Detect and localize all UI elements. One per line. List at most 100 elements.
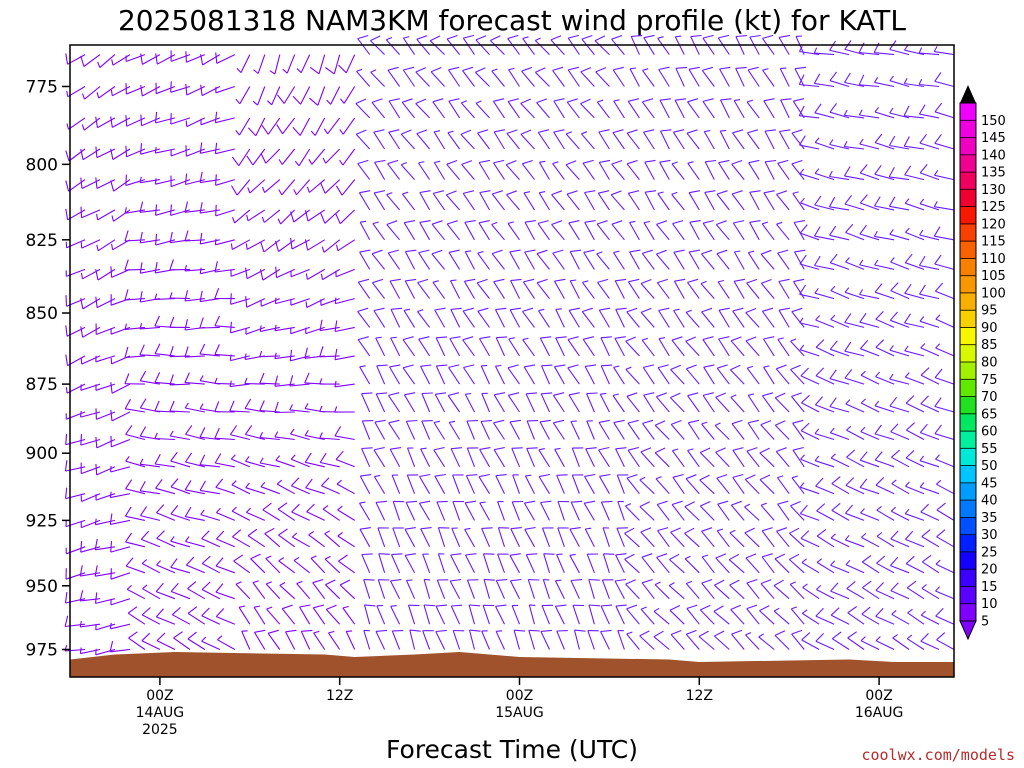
wind-barb	[169, 374, 190, 386]
wind-barb	[265, 581, 281, 600]
wind-barb	[568, 392, 580, 413]
wind-barb	[231, 209, 251, 224]
wind-barb	[845, 477, 865, 495]
colorbar-bottom-arrow	[959, 620, 977, 641]
wind-barb	[717, 500, 730, 521]
wind-barb	[816, 528, 835, 548]
wind-barb	[730, 500, 745, 521]
wind-barb	[299, 604, 311, 625]
y-tick-label: 825	[26, 231, 58, 251]
x-tick-label: 12Z	[326, 688, 353, 704]
chart-title: 2025081318 NAM3KM forecast wind profile …	[118, 4, 906, 37]
y-tick-label: 775	[26, 77, 58, 97]
wind-barb	[611, 220, 625, 241]
wind-barb	[904, 372, 925, 385]
wind-barb	[319, 452, 340, 468]
wind-barb	[373, 129, 386, 150]
wind-barb	[451, 527, 461, 548]
wind-barb	[584, 190, 596, 211]
wind-barb	[762, 34, 775, 55]
wind-barb	[643, 220, 655, 241]
wind-barb	[448, 66, 461, 87]
wind-barb	[481, 630, 491, 650]
wind-barb	[389, 278, 401, 299]
wind-barb	[657, 364, 670, 385]
wind-barb	[568, 220, 580, 241]
wind-barb	[903, 105, 925, 119]
wind-barb	[431, 249, 446, 270]
wind-barb	[815, 607, 835, 625]
wind-barb	[217, 635, 236, 650]
wind-barb	[520, 129, 535, 150]
wind-barb	[644, 190, 657, 211]
wind-barb	[419, 220, 431, 241]
wind-barb	[491, 190, 505, 211]
wind-barb	[80, 148, 101, 161]
wind-barb	[716, 249, 730, 270]
wind-barb	[582, 336, 595, 357]
wind-barb	[656, 278, 670, 299]
wind-barb	[551, 190, 565, 211]
wind-barb	[509, 578, 522, 599]
wind-barb	[581, 307, 595, 328]
wind-barb	[431, 220, 446, 241]
wind-barb	[124, 373, 145, 385]
colorbar-tick-label: 80	[981, 356, 998, 371]
wind-barb	[308, 148, 326, 165]
wind-barb	[511, 447, 523, 468]
wind-barb	[615, 447, 627, 468]
wind-barb	[536, 278, 550, 299]
wind-barb	[169, 259, 190, 271]
wind-barb	[689, 220, 701, 241]
wind-barb	[507, 98, 520, 119]
wind-barb	[729, 529, 745, 548]
wind-barb	[246, 209, 266, 222]
wind-barb	[290, 298, 310, 306]
wind-barb	[790, 364, 805, 385]
wind-barb	[477, 307, 490, 328]
wind-barb	[907, 608, 925, 625]
wind-barb	[935, 454, 955, 468]
wind-barb	[688, 66, 700, 87]
wind-barb	[732, 220, 745, 241]
wind-barb	[480, 419, 492, 440]
wind-barb	[184, 290, 205, 302]
wind-barb	[405, 579, 416, 599]
wind-barb	[184, 452, 205, 468]
wind-barb	[81, 117, 101, 131]
wind-barb	[716, 364, 730, 385]
wind-barb	[155, 82, 176, 95]
wind-barb	[799, 504, 820, 521]
wind-barb	[139, 458, 160, 468]
wind-barb	[215, 52, 236, 64]
wind-barb	[495, 336, 508, 357]
wind-barb	[65, 433, 86, 446]
wind-barb	[363, 604, 376, 625]
wind-barb	[655, 476, 670, 495]
wind-barb	[200, 509, 220, 521]
wind-barb	[402, 336, 416, 357]
wind-barb	[464, 220, 476, 241]
wind-barb	[65, 519, 86, 528]
wind-barb	[140, 506, 161, 521]
wind-barb	[525, 553, 538, 574]
wind-barb	[566, 98, 580, 119]
wind-barb	[357, 336, 371, 357]
colorbar-swatch	[960, 206, 976, 225]
wind-barb	[794, 249, 806, 270]
wind-barb	[641, 578, 655, 600]
wind-barb	[793, 220, 805, 241]
wind-barb	[125, 54, 146, 63]
wind-barb	[790, 500, 805, 521]
wind-barb	[201, 636, 221, 651]
wind-barb	[361, 447, 373, 468]
wind-barb	[390, 578, 402, 599]
wind-barb	[698, 630, 715, 650]
wind-barb	[229, 380, 250, 388]
wind-barb	[704, 190, 716, 211]
wind-barb	[375, 629, 388, 650]
wind-barb	[534, 37, 550, 55]
wind-barb	[421, 392, 433, 413]
wind-barb	[447, 392, 461, 413]
wind-barb	[764, 159, 777, 180]
